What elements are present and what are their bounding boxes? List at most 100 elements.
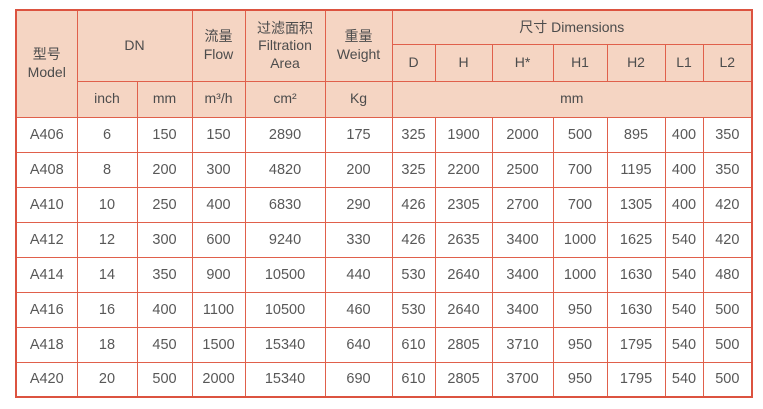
spec-sheet: 型号 Model DN 流量 Flow 过滤面积 Filtration Area…: [15, 9, 754, 398]
header-filtration-zh: 过滤面积: [257, 19, 314, 36]
value-cell: 150: [191, 116, 246, 153]
table-row: A414 14 350 900 10500 440 530 2640 3400 1000 1630 5…: [15, 256, 753, 293]
header-row-1: 型号 Model DN 流量 Flow 过滤面积 Filtration Area…: [15, 9, 753, 118]
header-dim-d: D: [391, 43, 436, 82]
value-cell: 10500: [244, 291, 326, 328]
value-cell: 290: [324, 186, 393, 223]
value-cell: 1630: [606, 256, 666, 293]
header-dimensions-zh: 尺寸: [519, 18, 548, 35]
table-row: A418 18 450 1500 15340 640 610 2805 3710 950 1795 5…: [15, 326, 753, 363]
value-cell: 10: [76, 186, 138, 223]
value-cell: 440: [324, 256, 393, 293]
value-cell: 3710: [491, 326, 554, 363]
value-cell: 3400: [491, 291, 554, 328]
model-cell: A408: [15, 151, 78, 188]
header-row-units: inch mm m³/h cm² Kg mm: [16, 80, 753, 118]
unit-flow: m³/h: [191, 80, 246, 118]
value-cell: 950: [552, 291, 608, 328]
value-cell: 150: [136, 116, 193, 153]
header-weight: 重量 Weight: [324, 9, 393, 82]
value-cell: 2640: [434, 256, 493, 293]
model-cell: A410: [15, 186, 78, 223]
model-cell: A420: [15, 361, 78, 398]
value-cell: 500: [702, 291, 753, 328]
value-cell: 15340: [244, 361, 326, 398]
value-cell: 420: [702, 221, 753, 258]
value-cell: 530: [391, 256, 436, 293]
table-header: 型号 Model DN 流量 Flow 过滤面积 Filtration Area…: [15, 9, 753, 118]
unit-dims-mm: mm: [391, 80, 753, 118]
value-cell: 2890: [244, 116, 326, 153]
header-filtration-area: 过滤面积 Filtration Area: [244, 9, 326, 82]
value-cell: 3400: [491, 256, 554, 293]
header-dim-h1: H1: [552, 43, 608, 82]
model-cell: A416: [15, 291, 78, 328]
value-cell: 600: [191, 221, 246, 258]
value-cell: 950: [552, 361, 608, 398]
value-cell: 640: [324, 326, 393, 363]
value-cell: 175: [324, 116, 393, 153]
header-dim-hstar: H*: [491, 43, 554, 82]
header-dimensions: 尺寸 Dimensions: [391, 9, 753, 45]
value-cell: 8: [76, 151, 138, 188]
header-filtration-en: Filtration Area: [258, 37, 312, 71]
value-cell: 426: [391, 221, 436, 258]
header-dimensions-en: Dimensions: [551, 18, 625, 35]
value-cell: 350: [702, 116, 753, 153]
model-cell: A412: [15, 221, 78, 258]
header-flow-en: Flow: [203, 45, 234, 62]
value-cell: 700: [552, 151, 608, 188]
value-cell: 2700: [491, 186, 554, 223]
value-cell: 2200: [434, 151, 493, 188]
value-cell: 610: [391, 326, 436, 363]
value-cell: 1500: [191, 326, 246, 363]
value-cell: 2305: [434, 186, 493, 223]
unit-area: cm²: [244, 80, 326, 118]
value-cell: 300: [136, 221, 193, 258]
value-cell: 1000: [552, 221, 608, 258]
table-row: A412 12 300 600 9240 330 426 2635 3400 1000 1625 54…: [15, 221, 753, 258]
header-weight-en: Weight: [336, 45, 381, 62]
value-cell: 450: [136, 326, 193, 363]
value-cell: 3400: [491, 221, 554, 258]
model-cell: A406: [15, 116, 78, 153]
value-cell: 400: [136, 291, 193, 328]
table-row: A410 10 250 400 6830 290 426 2305 2700 700 1305 400…: [15, 186, 753, 223]
table-row: A408 8 200 300 4820 200 325 2200 2500 700 1195 400 3…: [15, 151, 753, 188]
value-cell: 950: [552, 326, 608, 363]
value-cell: 1630: [606, 291, 666, 328]
value-cell: 1795: [606, 361, 666, 398]
value-cell: 2000: [191, 361, 246, 398]
table-row: A416 16 400 1100 10500 460 530 2640 3400 950 1630 5…: [15, 291, 753, 328]
value-cell: 1625: [606, 221, 666, 258]
value-cell: 4820: [244, 151, 326, 188]
value-cell: 420: [702, 186, 753, 223]
header-flow-zh: 流量: [204, 28, 233, 45]
value-cell: 6: [76, 116, 138, 153]
unit-dn-mm: mm: [136, 80, 193, 118]
value-cell: 300: [191, 151, 246, 188]
value-cell: 1195: [606, 151, 666, 188]
header-model-en: Model: [27, 63, 66, 80]
table-row: A420 20 500 2000 15340 690 610 2805 3700 950 1795 5…: [15, 361, 753, 398]
header-dim-l1: L1: [664, 43, 704, 82]
value-cell: 426: [391, 186, 436, 223]
value-cell: 350: [136, 256, 193, 293]
value-cell: 400: [664, 116, 704, 153]
header-dn: DN: [76, 9, 193, 82]
model-cell: A418: [15, 326, 78, 363]
value-cell: 500: [702, 326, 753, 363]
header-weight-zh: 重量: [344, 28, 373, 45]
value-cell: 200: [324, 151, 393, 188]
header-row-2: D H H* H1 H2 L1 L2: [16, 43, 753, 82]
value-cell: 3700: [491, 361, 554, 398]
value-cell: 2000: [491, 116, 554, 153]
table-row: A406 6 150 150 2890 175 325 1900 2000 500 895 400 35…: [15, 116, 753, 153]
value-cell: 15340: [244, 326, 326, 363]
value-cell: 610: [391, 361, 436, 398]
value-cell: 400: [191, 186, 246, 223]
value-cell: 1000: [552, 256, 608, 293]
value-cell: 2640: [434, 291, 493, 328]
value-cell: 1305: [606, 186, 666, 223]
value-cell: 540: [664, 256, 704, 293]
